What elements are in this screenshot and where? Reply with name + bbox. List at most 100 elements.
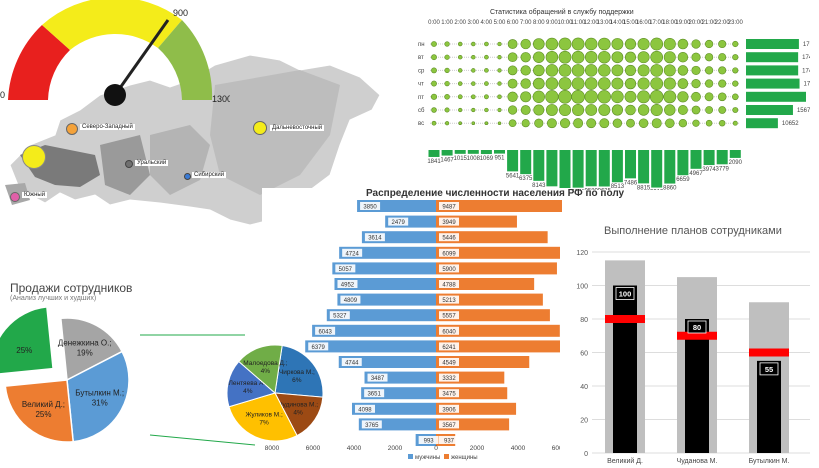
- bubble: [471, 107, 476, 113]
- women-label-bg: [439, 280, 459, 288]
- gauge-zone-green: [158, 20, 213, 100]
- hour-label: 7:00: [520, 20, 532, 26]
- bubble: [664, 104, 676, 116]
- gauge-chart: 0 900 1300: [0, 0, 230, 106]
- axis-tick-label: 2000: [470, 445, 485, 452]
- bubble: [471, 41, 476, 47]
- axis-tick-label: 6000: [552, 445, 562, 452]
- bubble: [558, 90, 572, 104]
- hour-total-label: 1015: [454, 156, 468, 162]
- men-label-bg: [364, 233, 385, 242]
- women-value-label: 5213: [442, 298, 456, 304]
- men-value-label: 6379: [312, 345, 326, 351]
- bubble: [558, 64, 572, 77]
- day-total-label: 10652: [782, 121, 799, 127]
- hour-total-bar: [651, 150, 663, 188]
- bubble: [637, 64, 650, 77]
- bubble: [484, 68, 489, 73]
- day-total-bar: [746, 105, 793, 115]
- map-marker-south: [10, 192, 20, 202]
- bubble: [497, 121, 502, 125]
- sales-detail-pct: 7%: [259, 420, 269, 427]
- bubble: [444, 94, 450, 100]
- women-bar: [436, 200, 562, 212]
- hour-label: 10:00: [557, 20, 573, 26]
- bubble: [718, 39, 727, 49]
- men-bar: [305, 340, 436, 353]
- men-label-bg: [342, 248, 363, 257]
- bubble: [732, 54, 739, 61]
- hour-total-label: 3779: [716, 166, 730, 172]
- sales-main-pct: 25%: [16, 346, 32, 355]
- men-value-label: 6043: [318, 329, 332, 335]
- map-label-south: Южный: [22, 192, 48, 198]
- sales-detail-label: Лентяева А.;: [229, 380, 268, 387]
- bubble: [732, 40, 739, 48]
- women-value-label: 4549: [442, 361, 456, 367]
- hour-total-bar: [428, 150, 440, 157]
- y-tick-label: 0: [584, 451, 588, 458]
- men-value-label: 3765: [365, 423, 379, 429]
- hour-total-label: 8815: [637, 185, 651, 190]
- plan-marker: [749, 348, 789, 357]
- bubble: [444, 121, 450, 126]
- women-label-bg: [439, 436, 459, 444]
- women-label-bg: [439, 358, 459, 366]
- men-label-bg: [329, 311, 350, 320]
- bubble: [430, 93, 438, 100]
- hour-total-bar: [546, 150, 558, 187]
- sales-detail-pct: 4%: [243, 388, 253, 395]
- map-marker-siberia: [184, 173, 191, 180]
- map-label-fareast: Дальневосточный: [270, 125, 325, 131]
- population-title: Распределение численности населения РФ п…: [366, 188, 625, 199]
- map-marker-ural: [125, 160, 133, 168]
- bubble: [677, 51, 689, 63]
- sales-main-label: Бутылкин М.;: [75, 389, 124, 398]
- bubble: [508, 119, 517, 128]
- bubble: [597, 77, 611, 90]
- hour-label: 0:00: [428, 20, 440, 26]
- bubble: [650, 50, 664, 64]
- men-label-bg: [361, 420, 382, 429]
- map-marker-northwest: [66, 123, 78, 135]
- women-bar: [436, 293, 543, 306]
- bubble: [484, 107, 489, 113]
- sales-detail-label: Малоедова Д.;: [243, 360, 287, 367]
- sales-detail-slice: [274, 344, 324, 398]
- bubble: [444, 54, 450, 60]
- hour-total-label: 8513: [611, 184, 625, 190]
- map-label-siberia: Сибирский: [192, 172, 227, 178]
- hour-total-bar: [441, 150, 453, 156]
- bubble: [704, 66, 714, 75]
- bubble: [625, 104, 636, 116]
- bubble: [612, 118, 623, 128]
- bubble: [497, 81, 502, 86]
- bubble: [678, 119, 688, 128]
- bubble: [497, 107, 502, 113]
- bubble: [471, 81, 476, 86]
- day-label: пн: [418, 42, 425, 48]
- bubble: [558, 50, 572, 64]
- bubble: [520, 38, 531, 50]
- bubble: [572, 103, 585, 117]
- bubble: [650, 103, 663, 117]
- bubble: [624, 77, 637, 90]
- bubble: [584, 77, 598, 90]
- men-bar: [326, 309, 436, 322]
- axis-tick-label: 6000: [306, 445, 321, 452]
- bubble: [586, 118, 597, 129]
- bubble: [718, 119, 726, 127]
- men-value-label: 993: [424, 439, 435, 445]
- sales-subtitle: (Анализ лучших и худших): [10, 295, 97, 302]
- bubble: [558, 103, 572, 117]
- women-label-bg: [439, 404, 459, 413]
- bubble: [691, 105, 701, 115]
- day-total-label: 17881: [804, 82, 810, 88]
- axis-tick-label: 4000: [347, 445, 362, 452]
- hour-label: 12:00: [584, 20, 600, 26]
- women-label-bg: [439, 264, 459, 273]
- bubble: [637, 51, 650, 64]
- men-bar: [332, 262, 436, 275]
- day-label: чт: [418, 82, 424, 88]
- bubble: [598, 50, 611, 64]
